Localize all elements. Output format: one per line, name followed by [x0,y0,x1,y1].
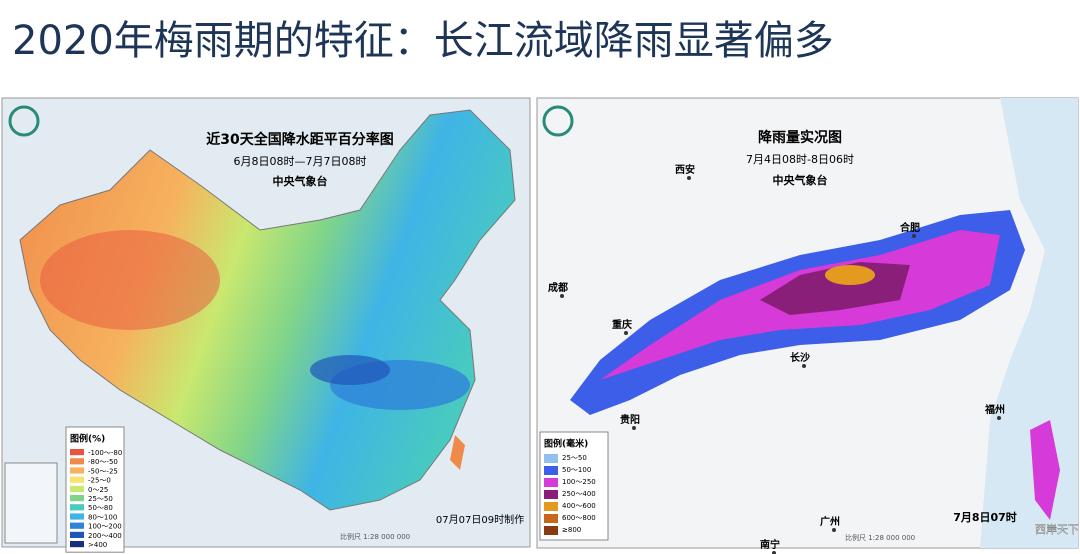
city-dot [560,294,564,298]
city-label: 贵阳 [620,413,640,426]
slide-title: 2020年梅雨期的特征：长江流域降雨显著偏多 [12,18,834,64]
map-title: 近30天全国降水距平百分率图 [206,131,393,148]
legend-label: 400～600 [562,502,596,510]
map-title: 降雨量实况图 [758,129,842,146]
legend-swatch [70,467,84,474]
city-label: 长沙 [790,351,810,364]
legend-label: 250～400 [562,490,596,498]
legend-swatch [70,476,84,483]
legend-label: -80～-50 [88,458,118,466]
legend-swatch [70,531,84,538]
legend-swatch [70,522,84,529]
map-scale: 比例尺 1:28 000 000 [340,532,410,541]
city-label: 福州 [984,403,1005,416]
legend-title: 图例(毫米) [544,438,588,450]
city-label: 重庆 [612,318,632,331]
legend-label: 200～400 [88,532,122,540]
china-map [19,109,516,511]
city-dot [912,234,916,238]
legend-label: ≥800 [562,526,581,534]
legend-label: 25～50 [88,495,113,503]
legend-label: 80～100 [88,513,117,521]
map-agency: 中央气象台 [773,173,828,187]
map-subtitle: 6月8日08时—7月7日08时 [234,155,367,168]
legend-swatch [70,504,84,511]
city-label: 广州 [820,515,840,528]
legend-label: 100～200 [88,523,122,531]
legend-label: 0～25 [88,486,108,494]
rain-area [310,355,390,385]
legend-label: 100～250 [562,478,596,486]
legend-swatch [544,490,558,499]
rain-peak [825,265,875,285]
legend-swatch [544,478,558,487]
legend-label: -100～-80 [88,449,122,457]
city-label: 西安 [675,163,695,176]
legend-label: 600～800 [562,514,596,522]
map-agency: 中央气象台 [273,174,328,188]
legend-swatch [70,458,84,465]
legend-label: 50～100 [562,466,591,474]
map-subtitle: 7月4日08时-8日06时 [746,153,854,166]
legend-label: >400 [88,541,107,549]
legend-swatch [70,485,84,492]
legend-swatch [70,449,84,456]
inset-map [4,462,58,544]
legend-swatch [70,513,84,520]
city-dot [772,551,776,554]
logo [542,105,574,137]
city-label: 合肥 [899,221,920,234]
city-dot [624,331,628,335]
legend-label: -50～-25 [88,467,118,475]
sea [980,98,1078,548]
city-dot [832,528,836,532]
legend-swatch [70,541,84,548]
taiwan-rain [1030,420,1060,520]
city-dot [802,364,806,368]
legend-swatch [544,502,558,511]
city-label: 南宁 [760,538,780,551]
city-dot [997,416,1001,420]
map-scale: 比例尺 1:28 000 000 [845,533,915,542]
legend-label: 25～50 [562,454,587,462]
city-label: 成都 [548,281,568,294]
legend-swatch [544,526,558,535]
legend-label: 50～80 [88,504,113,512]
legend-swatch [544,514,558,523]
city-dot [632,426,636,430]
map-footer: 7月8日07时 [953,510,1017,524]
legend-label: -25～0 [88,477,111,485]
legend-title: 图例(%) [70,433,105,445]
legend-swatch [70,495,84,502]
taiwan [450,435,465,470]
map-footer: 07月07日09时制作 [436,513,524,526]
city-dot [687,176,691,180]
watermark: 西岸天下 [1035,523,1079,536]
legend-swatch [544,466,558,475]
dry-area [40,230,220,330]
legend-swatch [544,454,558,463]
logo [8,105,40,137]
